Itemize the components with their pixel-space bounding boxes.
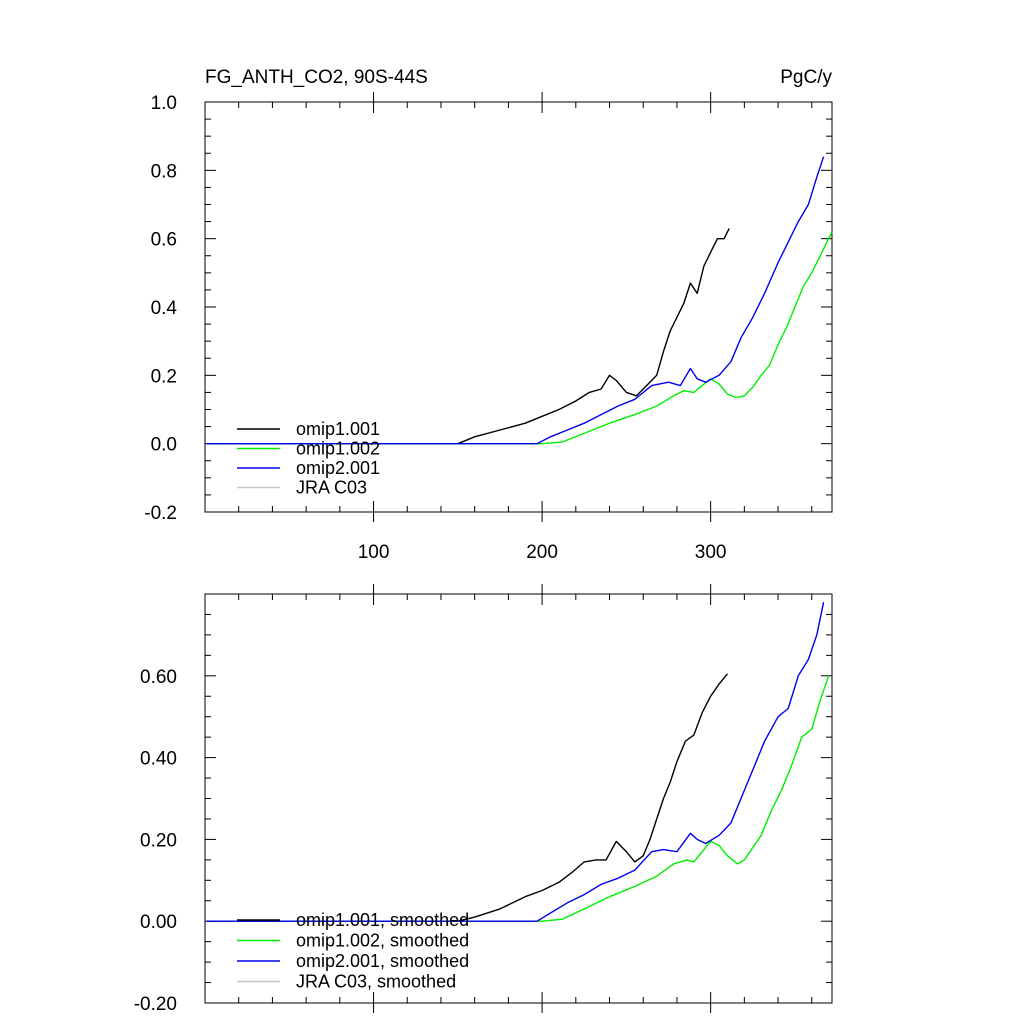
units-label: PgC/y [780,67,832,88]
chart-title: FG_ANTH_CO2, 90S-44S [205,67,428,88]
series-line-omip1-002 [206,231,833,445]
legend-label: JRA C03, smoothed [296,972,456,992]
y-tick-label: 0.00 [140,912,177,933]
x-tick-label: 100 [358,542,390,563]
y-tick-label: 0.0 [151,435,177,456]
bottom-chart: -0.20 0.00 0.20 0.40 0.60 omip1.001, smoothed… [134,584,833,1015]
series-line-omip2-001 [206,156,825,445]
y-tick-label: 0.20 [140,830,177,851]
y-tick-label: 0.4 [151,298,178,319]
legend-label: omip1.002 [296,439,380,459]
series-line-omip2-001-smoothed [206,602,825,922]
y-tick-label: -0.2 [144,503,177,524]
legend-label: omip1.001 [296,419,380,439]
legend-label: omip1.001, smoothed [296,910,469,930]
x-tick-label: 200 [526,542,558,563]
y-tick-label: 0.40 [140,749,177,770]
series-line-omip1-002-smoothed [206,675,830,922]
y-tick-label: 0.8 [151,161,177,182]
y-tick-label: 1.0 [151,93,177,114]
series-line-omip1-001-smoothed [206,673,729,922]
y-tick-label: 0.60 [140,667,177,688]
legend-label: omip2.001 [296,458,380,478]
legend-label: JRA C03 [296,478,367,498]
y-tick-label: -0.20 [134,994,177,1015]
series-line-omip1-001 [206,228,730,445]
x-tick-label: 300 [695,542,727,563]
y-tick-label: 0.2 [151,366,177,387]
legend-label: omip2.001, smoothed [296,951,469,971]
y-tick-label: 0.6 [151,230,177,251]
legend-label: omip1.002, smoothed [296,931,469,951]
top-chart: -0.2 0.0 0.2 0.4 0.6 0.8 1.0 100 200 300 FG_ANTH_C… [144,67,833,563]
